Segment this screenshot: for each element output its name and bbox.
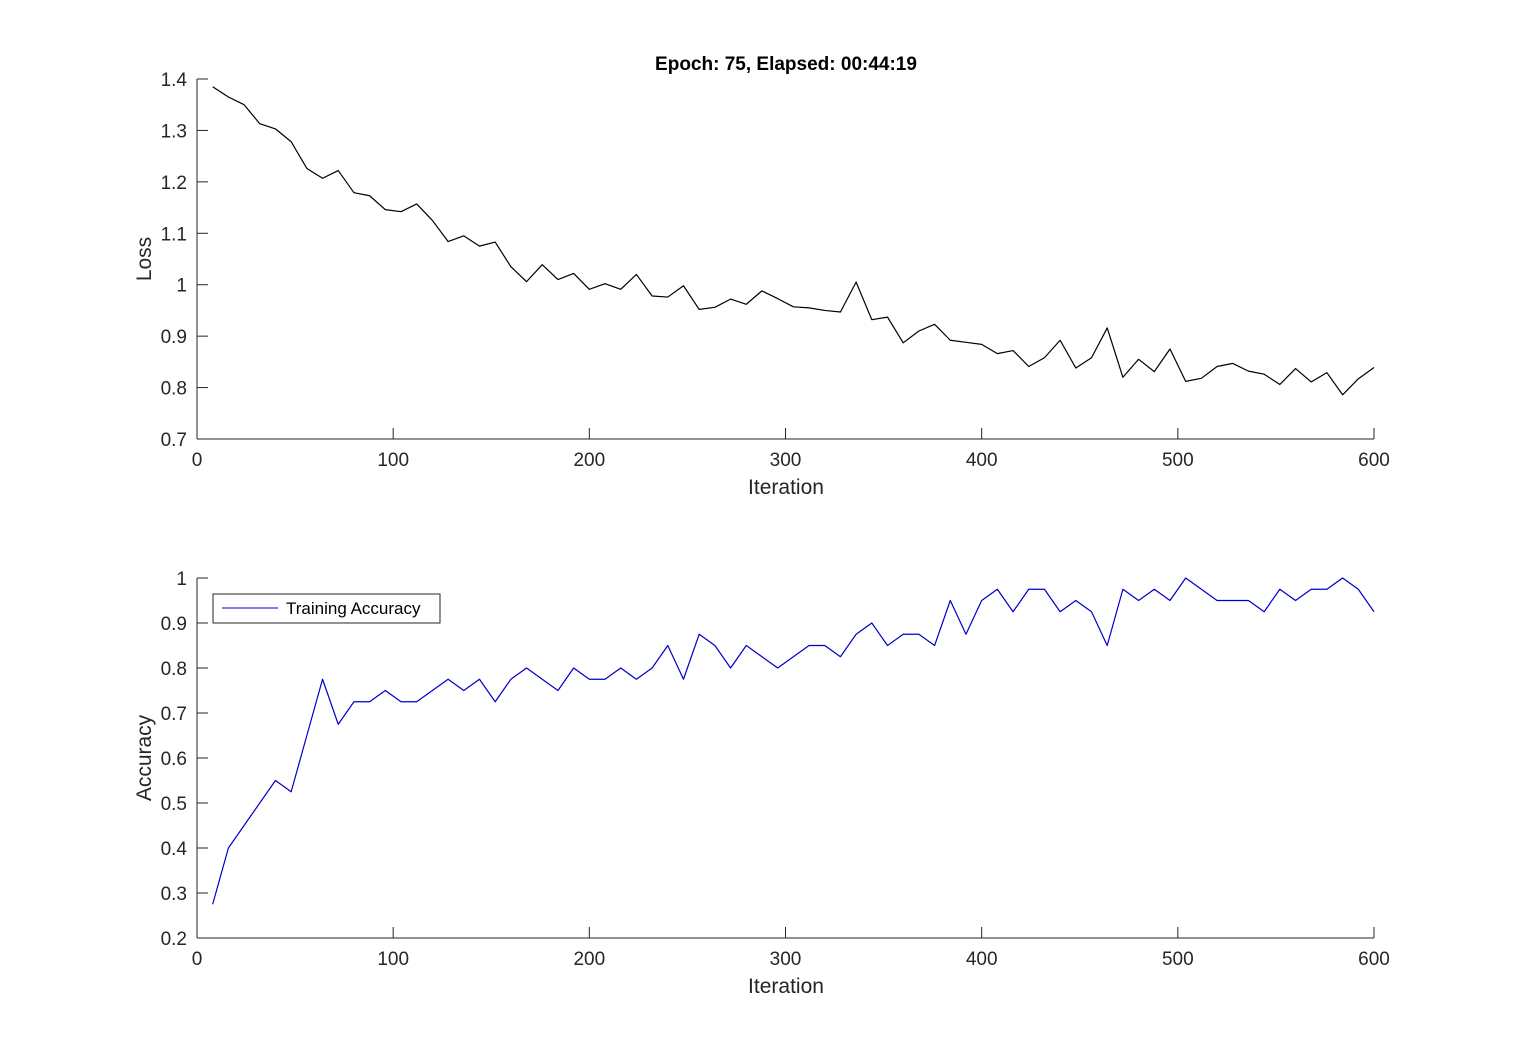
accuracy-y-tick-label: 1 (176, 569, 187, 590)
accuracy-x-tick-label: 500 (1162, 949, 1194, 970)
accuracy-y-axis-label: Accuracy (133, 714, 156, 801)
accuracy-x-tick-label: 600 (1358, 949, 1390, 970)
loss-y-tick-label: 1.4 (161, 70, 188, 91)
loss-x-tick-label: 100 (377, 450, 409, 471)
loss-x-tick-label: 200 (573, 450, 605, 471)
loss-y-tick-label: 0.7 (161, 430, 187, 451)
loss-series-line (212, 86, 1375, 396)
loss-y-tick-label: 1.1 (161, 224, 187, 245)
accuracy-tick-group: 0 100 200 300 400 500 600 0.2 0.3 0.4 0.5 0.6 0.7 0.8… (161, 569, 1390, 970)
loss-y-axis-label: Loss (133, 237, 156, 281)
accuracy-legend: Training Accuracy (212, 593, 441, 624)
loss-y-tick-label: 0.8 (161, 379, 187, 400)
accuracy-y-tick-label: 0.6 (161, 749, 187, 770)
accuracy-plot: 0 100 200 300 400 500 600 0.2 0.3 0.4 0.5 0.6 0.7 0.8… (133, 569, 1390, 998)
accuracy-series-line (212, 577, 1375, 905)
loss-y-tick-label: 1.2 (161, 173, 187, 194)
loss-x-tick-label: 300 (770, 450, 802, 471)
loss-plot: Epoch: 75, Elapsed: 00:44:19 0 100 200 300 4… (133, 54, 1390, 499)
loss-y-tick-label: 1.3 (161, 121, 187, 142)
accuracy-y-tick-label: 0.2 (161, 929, 187, 950)
accuracy-x-tick-label: 200 (573, 949, 605, 970)
loss-x-tick-label: 500 (1162, 450, 1194, 471)
accuracy-x-tick-label: 0 (192, 949, 203, 970)
loss-x-tick-label: 0 (192, 450, 203, 471)
loss-x-axis-label: Iteration (748, 476, 824, 499)
accuracy-x-tick-label: 300 (770, 949, 802, 970)
accuracy-x-tick-label: 400 (966, 949, 998, 970)
accuracy-x-tick-label: 100 (377, 949, 409, 970)
accuracy-y-tick-label: 0.8 (161, 659, 187, 680)
accuracy-y-tick-label: 0.7 (161, 704, 187, 725)
loss-tick-group: 0 100 200 300 400 500 600 0.7 0.8 0.9 1 1.1 1.2 1.3 1.… (161, 70, 1390, 471)
accuracy-y-tick-label: 0.4 (161, 839, 188, 860)
loss-y-tick-label: 1 (176, 276, 187, 297)
loss-x-tick-label: 400 (966, 450, 998, 471)
accuracy-y-tick-label: 0.3 (161, 884, 187, 905)
legend-label-training-accuracy: Training Accuracy (286, 599, 421, 618)
figure-title: Epoch: 75, Elapsed: 00:44:19 (655, 54, 917, 75)
accuracy-y-tick-label: 0.9 (161, 614, 187, 635)
loss-y-tick-label: 0.9 (161, 327, 187, 348)
accuracy-line-group (212, 577, 1375, 905)
loss-x-tick-label: 600 (1358, 450, 1390, 471)
loss-line-group (212, 86, 1375, 396)
accuracy-y-tick-label: 0.5 (161, 794, 187, 815)
accuracy-x-axis-label: Iteration (748, 975, 824, 998)
